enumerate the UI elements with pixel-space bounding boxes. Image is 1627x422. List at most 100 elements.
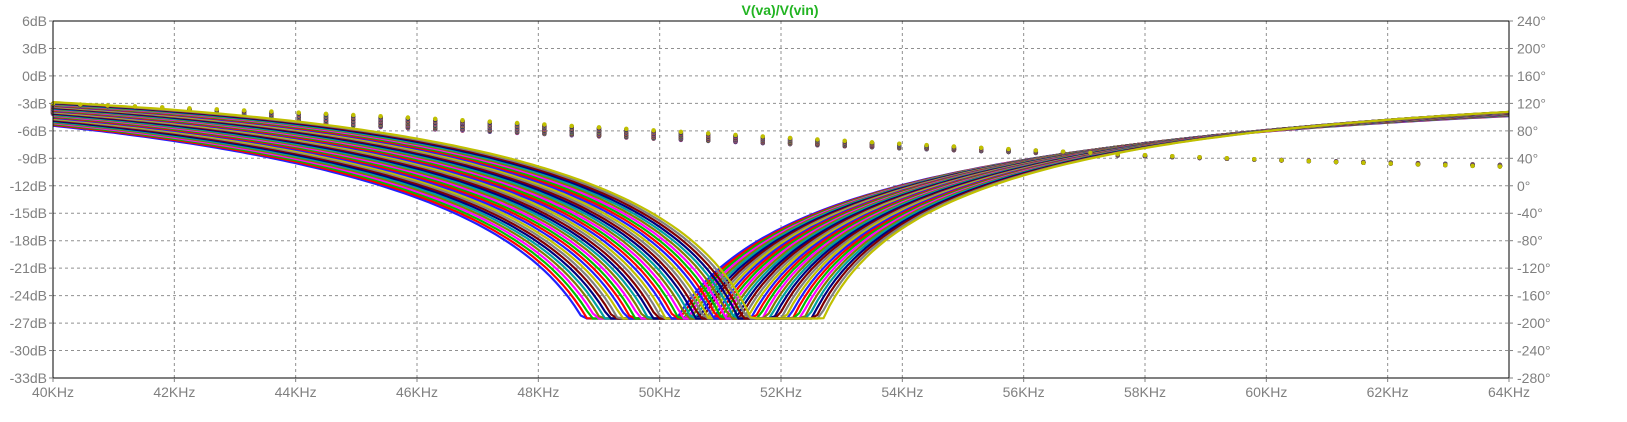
y-right-tick-label: 40° bbox=[1517, 150, 1538, 166]
phase-series-point bbox=[1224, 156, 1230, 161]
phase-series-point bbox=[1006, 146, 1011, 152]
phase-series-point bbox=[105, 103, 110, 108]
phase-series-point bbox=[542, 122, 547, 127]
y-left-tick-label: -9dB bbox=[17, 150, 47, 166]
x-axis: 40KHz 42KHz 44KHz 46KHz 48KHz 50KHz 52KHz 54KHz… bbox=[32, 378, 1530, 400]
phase-series-point bbox=[1060, 149, 1066, 154]
y-axis-left: 6dB 3dB 0dB -3dB -6dB -9dB -12dB -15dB -18dB -21d… bbox=[10, 13, 53, 386]
y-left-tick-label: 6dB bbox=[22, 13, 47, 29]
y-left-tick-label: -15dB bbox=[10, 205, 47, 221]
phase-series-point bbox=[78, 102, 83, 107]
phase-series-point bbox=[979, 145, 984, 150]
x-tick-label: 50KHz bbox=[639, 384, 681, 400]
y-left-tick-label: -3dB bbox=[17, 95, 47, 111]
phase-series-point bbox=[815, 137, 820, 142]
phase-series-point bbox=[596, 125, 602, 130]
series-group bbox=[50, 101, 1510, 320]
x-tick-label: 52KHz bbox=[760, 384, 802, 400]
magnitude-series-line bbox=[52, 101, 1510, 320]
y-right-tick-label: 200° bbox=[1517, 40, 1546, 56]
y-right-tick-label: 0° bbox=[1517, 178, 1530, 194]
phase-series-point bbox=[514, 120, 520, 126]
phase-series-point bbox=[460, 118, 465, 123]
plot-frame bbox=[52, 20, 1510, 379]
phase-series-point bbox=[433, 116, 438, 122]
y-right-tick-label: -160° bbox=[1517, 288, 1551, 304]
x-tick-label: 60KHz bbox=[1245, 384, 1287, 400]
phase-series-point bbox=[624, 126, 629, 131]
phase-series-point bbox=[487, 119, 492, 124]
x-tick-label: 64KHz bbox=[1488, 384, 1530, 400]
y-axis-right: 240° 200° 160° 120° 80° 40° 0° -40° -80° -120° -16… bbox=[1509, 13, 1551, 386]
phase-series-point bbox=[678, 129, 684, 134]
phase-series-point bbox=[1388, 161, 1393, 166]
y-left-tick-label: 0dB bbox=[22, 68, 47, 84]
phase-series-point bbox=[706, 131, 711, 136]
phase-series-point bbox=[1197, 155, 1202, 160]
y-left-tick-label: -6dB bbox=[17, 123, 47, 139]
x-tick-label: 42KHz bbox=[153, 384, 195, 400]
y-right-tick-label: 240° bbox=[1517, 13, 1546, 29]
y-left-tick-label: -12dB bbox=[10, 178, 47, 194]
chart-title: V(va)/V(vin) bbox=[741, 2, 818, 18]
y-left-tick-label: -21dB bbox=[10, 260, 47, 276]
y-right-tick-label: 80° bbox=[1517, 123, 1538, 139]
y-right-tick-label: -240° bbox=[1517, 343, 1551, 359]
phase-series-point bbox=[897, 141, 902, 146]
phase-series-point bbox=[1088, 150, 1093, 155]
y-right-tick-label: 120° bbox=[1517, 95, 1546, 111]
y-left-tick-label: -24dB bbox=[10, 288, 47, 304]
phase-series-point bbox=[1142, 152, 1148, 158]
y-right-tick-label: -280° bbox=[1517, 370, 1551, 386]
x-tick-label: 48KHz bbox=[517, 384, 559, 400]
x-tick-label: 44KHz bbox=[275, 384, 317, 400]
x-tick-label: 58KHz bbox=[1124, 384, 1166, 400]
y-left-tick-label: -33dB bbox=[10, 370, 47, 386]
phase-series-point bbox=[378, 114, 383, 119]
x-tick-label: 40KHz bbox=[32, 384, 74, 400]
phase-series-point bbox=[1361, 160, 1366, 165]
y-left-tick-label: -30dB bbox=[10, 343, 47, 359]
phase-series-point bbox=[1443, 162, 1448, 168]
x-tick-label: 54KHz bbox=[881, 384, 923, 400]
phase-series-point bbox=[1170, 154, 1175, 159]
phase-series-point bbox=[569, 123, 574, 129]
phase-series-point bbox=[1033, 148, 1039, 153]
phase-series-point bbox=[160, 105, 165, 110]
phase-series-point bbox=[869, 140, 875, 145]
phase-series-point bbox=[351, 112, 356, 118]
y-right-tick-label: -120° bbox=[1517, 260, 1551, 276]
phase-series-point bbox=[1333, 159, 1339, 165]
phase-series-point bbox=[323, 111, 329, 117]
phase-series-point bbox=[842, 138, 847, 143]
y-left-tick-label: -18dB bbox=[10, 233, 47, 249]
x-tick-label: 56KHz bbox=[1003, 384, 1045, 400]
phase-series-point bbox=[1470, 163, 1475, 169]
phase-series-point bbox=[1306, 158, 1312, 164]
phase-series-point bbox=[733, 132, 738, 138]
phase-series-point bbox=[187, 106, 192, 111]
phase-series-point bbox=[296, 110, 301, 115]
phase-series-point bbox=[1115, 151, 1120, 157]
phase-series-point bbox=[924, 142, 929, 148]
phase-series-point bbox=[1497, 164, 1503, 169]
grid-lines bbox=[53, 21, 1509, 378]
y-right-tick-label: 160° bbox=[1517, 68, 1546, 84]
phase-series-point bbox=[214, 107, 219, 112]
phase-series-point bbox=[787, 135, 793, 141]
phase-series-point bbox=[1415, 162, 1421, 167]
phase-series-point bbox=[760, 134, 765, 139]
phase-series-point bbox=[241, 108, 247, 113]
phase-series-point bbox=[651, 128, 656, 133]
y-right-tick-label: -40° bbox=[1517, 205, 1543, 221]
x-tick-label: 62KHz bbox=[1367, 384, 1409, 400]
phase-series-point bbox=[951, 144, 957, 149]
phase-series-point bbox=[132, 104, 138, 109]
y-left-tick-label: 3dB bbox=[22, 40, 47, 56]
phase-series-point bbox=[269, 109, 274, 114]
x-tick-label: 46KHz bbox=[396, 384, 438, 400]
y-right-tick-label: -200° bbox=[1517, 315, 1551, 331]
y-left-tick-label: -27dB bbox=[10, 315, 47, 331]
